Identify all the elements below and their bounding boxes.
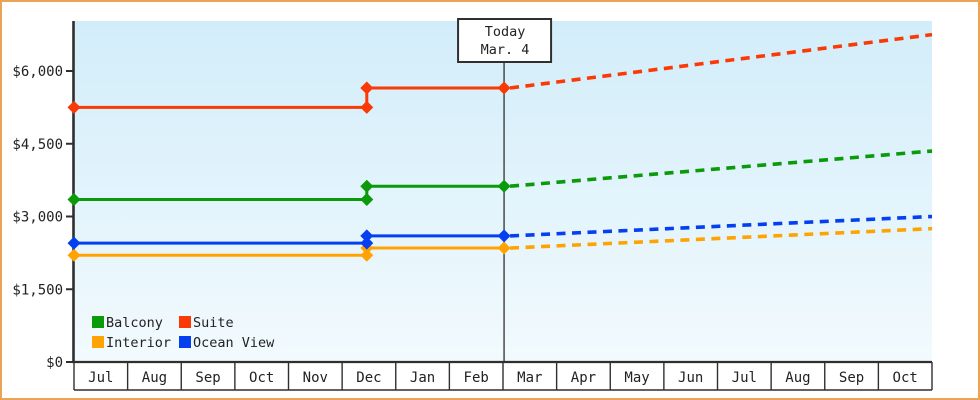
series-projection-balcony — [509, 149, 933, 188]
data-point-marker-balcony — [360, 193, 374, 207]
x-axis-label: Jun — [678, 370, 703, 386]
x-axis-label: Feb — [464, 370, 489, 386]
today-annotation: Today Mar. 4 — [457, 18, 553, 63]
data-point-marker-ocean-view — [67, 236, 81, 250]
legend-swatch-balcony — [92, 316, 104, 328]
today-annotation-box — [457, 18, 553, 63]
x-axis-label: Jul — [88, 370, 113, 386]
y-axis-label: $1,500 — [12, 282, 63, 298]
legend-label-suite: Suite — [193, 315, 234, 331]
legend-label-balcony: Balcony — [106, 315, 163, 331]
today-label-line1: Today — [485, 24, 526, 40]
x-axis-label: Aug — [142, 370, 167, 386]
y-axis-ticks: $6,000 $4,500 $3,000 $1,500 $0 — [12, 64, 74, 371]
y-axis-label: $0 — [46, 355, 63, 371]
x-axis-label: Dec — [356, 370, 381, 386]
y-axis-label: $3,000 — [12, 210, 63, 226]
legend-label-interior: Interior — [106, 335, 171, 351]
series-line-balcony — [74, 184, 505, 202]
x-axis-label: Mar — [517, 370, 542, 386]
data-point-marker-ocean-view — [360, 229, 374, 243]
x-axis-label: Jan — [410, 370, 435, 386]
x-axis-label: Oct — [893, 370, 918, 386]
data-point-marker-suite — [497, 81, 511, 95]
data-point-marker-interior — [497, 241, 511, 255]
x-axis-label: Oct — [249, 370, 274, 386]
series-line-suite — [74, 86, 505, 109]
x-axis-label: Aug — [785, 370, 810, 386]
data-point-marker-suite — [360, 100, 374, 114]
legend-swatch-interior — [92, 336, 104, 348]
data-point-marker-balcony — [360, 179, 374, 193]
y-axis-label: $4,500 — [12, 137, 63, 153]
today-label-line2: Mar. 4 — [481, 42, 530, 58]
data-point-marker-suite — [360, 81, 374, 95]
data-point-marker-ocean-view — [497, 229, 511, 243]
data-point-marker-balcony — [497, 179, 511, 193]
x-axis-label: Sep — [195, 370, 220, 386]
series-projection-suite — [509, 32, 933, 90]
data-point-marker-interior — [360, 248, 374, 262]
x-axis-label: Apr — [571, 370, 596, 386]
x-axis-label: May — [624, 370, 649, 386]
series-projection-interior — [509, 226, 933, 250]
legend: Balcony Suite Interior Ocean View — [92, 315, 275, 351]
series-projection-ocean-view — [509, 214, 933, 238]
legend-label-ocean-view: Ocean View — [193, 335, 275, 351]
x-axis-label: Jul — [732, 370, 757, 386]
data-point-marker-ocean-view — [360, 236, 374, 250]
legend-swatch-suite — [179, 316, 191, 328]
x-axis-label: Sep — [839, 370, 864, 386]
data-point-marker-interior — [67, 248, 81, 262]
x-axis-label: Nov — [303, 370, 328, 386]
data-point-marker-suite — [67, 100, 81, 114]
data-point-marker-balcony — [67, 193, 81, 207]
x-axis-month-band: Jul Aug Sep Oct Nov Dec Jan Feb Mar Apr May Jun Jul A… — [73, 362, 933, 391]
y-axis-label: $6,000 — [12, 64, 63, 80]
legend-swatch-ocean-view — [179, 336, 191, 348]
